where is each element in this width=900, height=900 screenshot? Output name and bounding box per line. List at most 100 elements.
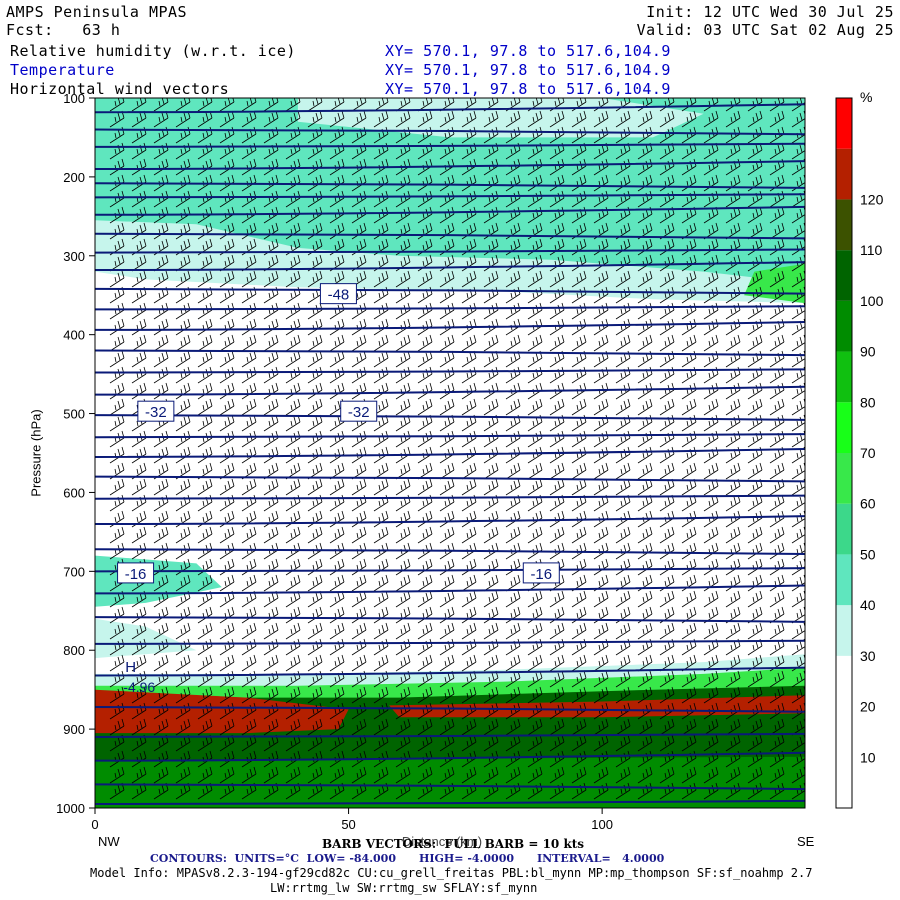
isotherm-line — [95, 567, 805, 573]
contour-label: -48 — [328, 287, 350, 304]
colorbar-tick-label: 110 — [860, 242, 883, 258]
isotherm-line — [95, 305, 805, 311]
isotherm-line — [95, 160, 805, 170]
isotherm-line — [95, 261, 805, 271]
contour-label-box — [137, 400, 175, 422]
colorbar-tick-label: 40 — [860, 597, 876, 613]
barb-legend: BARB VECTORS: FULL BARB = 10 kts — [322, 837, 585, 851]
x-axis-title: Distance (km) — [401, 834, 483, 849]
contour-label: -32 — [348, 404, 370, 421]
isotherm-line — [95, 103, 805, 114]
colorbar-tick-label: 70 — [860, 445, 876, 461]
colorbar-swatch — [836, 554, 852, 606]
y-tick-label: 200 — [63, 170, 85, 185]
field-xy-temperature: XY= 570.1, 97.8 to 517.6,104.9 — [385, 61, 671, 79]
colorbar-tick-label: 80 — [860, 394, 876, 410]
forecast-hour: Fcst: 63 h — [6, 21, 121, 39]
isotherm-line — [95, 368, 805, 374]
init-time: Init: 12 UTC Wed 30 Jul 25 — [646, 3, 894, 21]
y-tick-label: 1000 — [56, 801, 85, 816]
isotherm-line — [95, 385, 805, 396]
contour-label-box — [117, 562, 155, 584]
isotherm-line — [95, 193, 805, 199]
field-xy-wind: XY= 570.1, 97.8 to 517.6,104.9 — [385, 80, 671, 98]
contour-label: -16 — [530, 566, 552, 583]
contour-label: -32 — [145, 404, 167, 421]
colorbar-swatch — [836, 453, 852, 504]
y-tick-label: 700 — [63, 564, 85, 579]
colorbar-swatch — [836, 199, 852, 251]
colorbar-tick-label: 120 — [860, 191, 884, 207]
isotherm-line — [95, 494, 805, 500]
field-name-rh: Relative humidity (w.r.t. ice) — [10, 42, 296, 60]
isotherm-line — [95, 448, 805, 458]
y-tick-label: 600 — [63, 485, 85, 500]
contour-label-layer: -48 -32 -32 -16 -16 H -4.96 — [117, 283, 560, 695]
colorbar: 10 20 30 40 50 60 70 80 90 100 110 120% — [835, 89, 884, 809]
colorbar-swatch — [836, 250, 852, 301]
isotherm-line — [95, 732, 805, 738]
isotherm-line — [95, 349, 805, 357]
colorbar-swatch — [836, 402, 852, 453]
high-marker-label: H — [125, 659, 136, 676]
axis-layer: 100 200 300 400 500 600 700 800 900 1000 0 50 100 — [56, 91, 613, 832]
x-end-right: SE — [797, 834, 815, 849]
colorbar-tick-label: 20 — [860, 699, 876, 715]
y-axis-title: Pressure (hPa) — [28, 409, 44, 497]
x-tick-label: 100 — [591, 817, 613, 832]
isotherm-line — [95, 433, 805, 439]
contour-info: CONTOURS: UNITS=°C LOW= -84.000 HIGH= -4… — [150, 852, 665, 865]
app-title: AMPS Peninsula MPAS — [6, 3, 188, 21]
colorbar-tick-label: 90 — [860, 344, 876, 360]
isotherm-line — [95, 666, 805, 677]
colorbar-swatch — [836, 503, 852, 555]
colorbar-tick-label: 50 — [860, 546, 876, 562]
isotherm-line — [95, 616, 805, 623]
y-tick-label: 500 — [63, 407, 85, 422]
model-info-line1: Model Info: MPASv8.2.3-194-gf29cd82c CU:… — [90, 866, 813, 880]
field-xy-rh: XY= 570.1, 97.8 to 517.6,104.9 — [385, 42, 671, 60]
isotherm-line — [95, 783, 805, 791]
y-tick-label: 400 — [63, 328, 85, 343]
isotherm-line — [95, 205, 805, 216]
isotherm-line — [95, 515, 805, 525]
colorbar-swatch — [836, 655, 852, 707]
colorbar-swatch — [836, 98, 852, 149]
isotherm-line — [95, 414, 805, 421]
colorbar-frame — [835, 97, 853, 809]
isotherm-line — [95, 232, 805, 240]
contour-label-box — [340, 400, 378, 422]
isotherm-line — [95, 287, 805, 295]
isotherm-line — [95, 799, 805, 806]
isotherm-line — [95, 706, 805, 713]
colorbar-swatch — [836, 300, 852, 352]
isotherm-line — [95, 475, 805, 483]
isotherm-line — [95, 639, 805, 645]
field-name-wind: Horizontal wind vectors — [10, 80, 230, 98]
colorbar-tick-label: 100 — [860, 293, 884, 309]
contour-label-box — [522, 562, 560, 584]
temperature-contour-layer — [95, 103, 805, 806]
x-tick-label: 50 — [341, 817, 355, 832]
x-end-left: NW — [98, 834, 120, 849]
isotherm-line — [95, 584, 805, 595]
colorbar-tick-label: 10 — [860, 749, 876, 765]
colorbar-tick-label: 60 — [860, 496, 876, 512]
isotherm-line — [95, 321, 805, 331]
y-tick-label: 900 — [63, 722, 85, 737]
valid-time: Valid: 03 UTC Sat 02 Aug 25 — [636, 21, 894, 39]
field-name-temperature: Temperature — [10, 61, 115, 79]
y-tick-label: 300 — [63, 249, 85, 264]
isotherm-line — [95, 128, 805, 136]
colorbar-swatch — [836, 351, 852, 403]
colorbar-swatch — [836, 706, 852, 758]
model-info-line2: LW:rrtmg_lw SW:rrtmg_sw SFLAY:sf_mynn — [270, 881, 538, 895]
isotherm-line — [95, 182, 805, 189]
y-tick-label: 800 — [63, 643, 85, 658]
high-marker-value: -4.96 — [123, 679, 155, 695]
colorbar-unit: % — [860, 89, 872, 105]
colorbar-tick-label: 30 — [860, 648, 876, 664]
contour-label-box — [319, 283, 357, 305]
contour-label: -16 — [125, 566, 147, 583]
